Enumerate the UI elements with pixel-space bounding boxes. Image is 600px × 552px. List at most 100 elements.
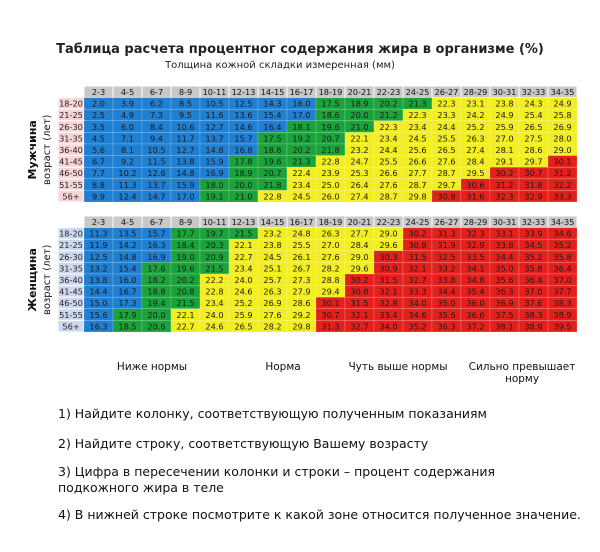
female-value-label: 22.7: [234, 252, 252, 262]
female-value-label: 16.7: [118, 287, 136, 297]
female-value-label: 20.3: [205, 240, 223, 250]
female-value-label: 34.6: [553, 229, 571, 239]
female-value-label: 37.2: [466, 321, 484, 331]
column-header-label: 34-35: [551, 217, 575, 227]
male-value-label: 14.7: [147, 191, 165, 201]
male-value-label: 10.5: [205, 99, 223, 109]
male-value-label: 21.8: [263, 180, 281, 190]
female-value-label: 23.4: [234, 263, 252, 273]
male-value-label: 18.9: [234, 168, 252, 178]
male-value-label: 9.4: [150, 133, 163, 143]
male-value-label: 25.4: [524, 110, 542, 120]
female-value-label: 38.9: [524, 321, 542, 331]
male-value-label: 6.2: [150, 99, 163, 109]
male-value-label: 23.2: [350, 145, 368, 155]
female-value-label: 16.9: [147, 252, 165, 262]
male-value-label: 28.7: [408, 180, 426, 190]
instruction-2: 2) Найдите строку, соответствующую Вашем…: [58, 436, 429, 451]
male-value-label: 10.2: [118, 168, 136, 178]
male-value-label: 25.5: [379, 157, 397, 167]
female-age-label: 51-55: [59, 310, 83, 320]
female-value-label: 16.0: [118, 275, 136, 285]
female-value-label: 32.7: [408, 275, 426, 285]
male-age-label: 21-25: [59, 110, 83, 120]
female-value-label: 31.5: [379, 275, 397, 285]
female-value-label: 14.4: [89, 287, 107, 297]
female-value-label: 29.4: [321, 287, 339, 297]
male-value-label: 31.2: [553, 168, 571, 178]
female-age-label: 21-25: [59, 240, 83, 250]
male-value-label: 8.8: [92, 180, 105, 190]
female-value-label: 32.5: [437, 252, 455, 262]
male-value-label: 16.8: [234, 145, 252, 155]
female-value-label: 26.7: [292, 263, 310, 273]
male-value-cell: [547, 108, 578, 122]
female-value-label: 31.3: [437, 229, 455, 239]
female-value-label: 30.8: [350, 287, 368, 297]
male-age-label: 51-55: [59, 180, 83, 190]
female-value-label: 29.6: [379, 240, 397, 250]
female-value-label: 21.5: [176, 298, 194, 308]
female-value-label: 19.0: [176, 252, 194, 262]
female-value-label: 14.2: [118, 240, 136, 250]
male-value-label: 14.6: [234, 122, 252, 132]
female-value-label: 24.6: [234, 287, 252, 297]
male-value-label: 18.6: [263, 145, 281, 155]
female-value-label: 35.8: [553, 252, 571, 262]
female-value-label: 26.1: [292, 252, 310, 262]
male-value-label: 25.6: [408, 145, 426, 155]
male-value-label: 15.9: [176, 180, 194, 190]
female-value-label: 25.2: [234, 298, 252, 308]
male-value-label: 32.9: [524, 191, 542, 201]
female-value-label: 29.6: [350, 263, 368, 273]
female-value-label: 33.3: [408, 287, 426, 297]
female-value-label: 18.8: [147, 287, 165, 297]
female-value-label: 11.3: [89, 229, 107, 239]
female-value-label: 17.7: [176, 229, 194, 239]
male-age-label: 46-50: [59, 168, 83, 178]
column-header-label: 34-35: [551, 87, 575, 97]
male-value-label: 9.2: [121, 157, 134, 167]
instruction-4: 4) В нижней строке посмотрите к какой зо…: [58, 507, 581, 522]
male-value-label: 10.5: [147, 145, 165, 155]
female-value-label: 23.2: [263, 229, 281, 239]
male-age-label: 41-45: [59, 157, 83, 167]
male-value-label: 20.2: [292, 145, 310, 155]
instruction-1: 1) Найдите колонку, соответствующую полу…: [58, 406, 487, 421]
column-header-label: 12-13: [232, 87, 256, 97]
column-header-label: 16-17: [290, 217, 314, 227]
male-value-label: 22.3: [408, 110, 426, 120]
male-value-label: 28.6: [524, 145, 542, 155]
male-value-label: 11.3: [118, 180, 136, 190]
column-header-label: 14-15: [261, 87, 285, 97]
female-value-label: 37.6: [524, 298, 542, 308]
female-value-label: 30.2: [350, 275, 368, 285]
female-value-label: 35.2: [553, 240, 571, 250]
male-value-label: 21.0: [234, 191, 252, 201]
female-value-label: 35.4: [466, 287, 484, 297]
column-header-label: 6-7: [150, 217, 163, 227]
male-value-label: 29.7: [437, 180, 455, 190]
female-value-label: 21.5: [234, 229, 252, 239]
male-value-label: 12.6: [147, 168, 165, 178]
column-header-label: 4-5: [121, 217, 134, 227]
female-value-label: 21.5: [205, 263, 223, 273]
female-value-label: 33.2: [437, 263, 455, 273]
female-value-label: 20.6: [147, 321, 165, 331]
female-value-label: 19.4: [147, 298, 165, 308]
male-value-label: 31.2: [495, 180, 513, 190]
female-value-label: 37.5: [495, 310, 513, 320]
male-value-label: 17.5: [263, 133, 281, 143]
female-value-label: 29.0: [379, 229, 397, 239]
column-header-label: 18-19: [319, 217, 343, 227]
female-value-label: 30.3: [379, 252, 397, 262]
male-value-label: 26.5: [437, 145, 455, 155]
male-value-label: 19.6: [321, 122, 339, 132]
male-value-label: 17.5: [321, 99, 339, 109]
female-value-label: 38.1: [495, 321, 513, 331]
female-value-label: 34.6: [408, 310, 426, 320]
male-value-label: 20.7: [321, 133, 339, 143]
male-value-label: 23.4: [292, 180, 310, 190]
column-header-label: 20-21: [348, 87, 372, 97]
female-value-label: 34.0: [379, 321, 397, 331]
